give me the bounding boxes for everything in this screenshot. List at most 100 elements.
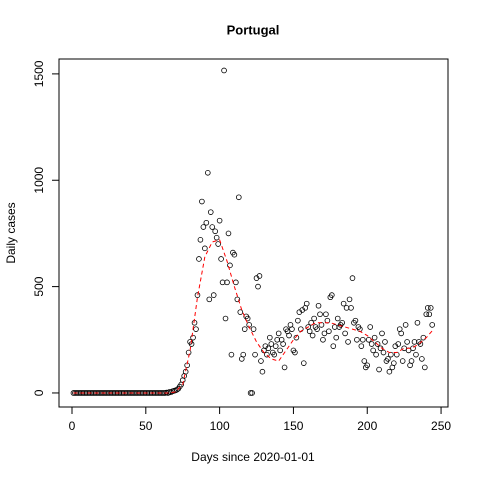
- point: [236, 194, 242, 201]
- point: [227, 262, 233, 269]
- point: [197, 237, 204, 243]
- x-tick-label: 150: [283, 419, 303, 433]
- point: [224, 279, 230, 286]
- point: [320, 336, 326, 343]
- x-axis-label: Days since 2020-01-01: [191, 450, 315, 464]
- point: [380, 349, 387, 356]
- point: [414, 319, 421, 326]
- point: [202, 245, 208, 252]
- point: [196, 256, 202, 262]
- point: [424, 305, 431, 311]
- x-tick-label: 200: [357, 419, 377, 433]
- point: [240, 351, 247, 358]
- point: [271, 351, 278, 358]
- point: [371, 334, 378, 341]
- point: [265, 345, 272, 352]
- y-tick-label: 1000: [32, 167, 46, 194]
- point: [252, 351, 258, 358]
- point: [205, 170, 211, 176]
- point: [352, 317, 359, 324]
- point: [275, 330, 282, 337]
- y-tick-label: 500: [32, 276, 46, 296]
- point: [408, 358, 415, 364]
- point: [234, 296, 241, 303]
- point: [367, 324, 374, 330]
- point: [209, 224, 216, 230]
- point: [306, 328, 313, 335]
- point: [215, 241, 221, 247]
- point: [329, 292, 335, 298]
- point: [360, 336, 366, 343]
- point: [264, 351, 270, 358]
- point: [330, 343, 337, 349]
- point: [194, 292, 201, 298]
- x-tick-label: 0: [69, 419, 76, 433]
- x-tick-label: 100: [210, 419, 230, 433]
- point: [272, 343, 279, 349]
- point: [379, 330, 385, 337]
- point: [207, 209, 214, 215]
- point: [423, 311, 430, 318]
- point: [358, 343, 365, 349]
- point: [346, 296, 353, 303]
- point: [286, 332, 292, 339]
- point: [295, 317, 301, 324]
- point: [280, 341, 286, 347]
- point: [354, 336, 360, 343]
- point: [190, 334, 196, 341]
- point: [308, 319, 314, 326]
- point: [386, 368, 393, 375]
- point: [419, 356, 425, 362]
- point: [334, 315, 341, 322]
- point: [210, 292, 217, 298]
- point: [200, 224, 207, 230]
- point: [368, 341, 375, 347]
- y-axis-label: Daily cases: [4, 202, 18, 263]
- point: [399, 358, 406, 364]
- point: [250, 326, 257, 332]
- point: [206, 296, 213, 303]
- point: [348, 305, 354, 311]
- point: [309, 332, 316, 339]
- plot-box: [58, 58, 449, 408]
- point: [247, 390, 254, 396]
- point: [300, 360, 307, 366]
- point: [373, 351, 379, 358]
- point: [427, 305, 434, 311]
- point: [422, 364, 428, 371]
- point: [417, 341, 424, 347]
- point: [361, 358, 368, 364]
- point: [185, 349, 192, 356]
- point: [225, 230, 232, 237]
- point: [258, 358, 264, 364]
- point: [256, 273, 263, 279]
- point: [385, 356, 391, 362]
- point: [259, 368, 266, 375]
- point: [199, 198, 205, 205]
- point: [289, 326, 295, 332]
- point: [323, 311, 329, 318]
- point: [237, 309, 244, 315]
- point: [218, 256, 224, 262]
- point: [268, 341, 275, 347]
- point: [333, 334, 340, 341]
- point: [193, 326, 199, 332]
- point: [222, 315, 229, 322]
- point: [410, 345, 416, 352]
- point: [376, 366, 382, 373]
- point: [349, 275, 356, 281]
- point: [174, 386, 180, 393]
- point: [326, 328, 332, 335]
- x-tick-label: 50: [139, 419, 153, 433]
- smooth-line: [73, 239, 435, 394]
- point: [413, 351, 419, 358]
- point: [228, 351, 235, 358]
- point: [315, 302, 322, 309]
- y-tick-label: 0: [32, 389, 46, 396]
- point: [395, 341, 402, 347]
- point: [255, 283, 261, 290]
- point: [388, 351, 394, 358]
- point: [404, 339, 410, 345]
- point: [429, 322, 436, 328]
